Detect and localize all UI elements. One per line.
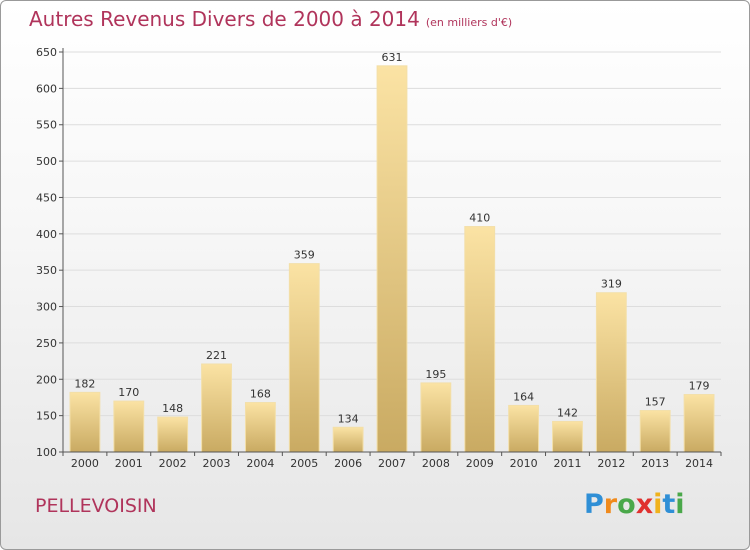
logo-letter: r [603, 489, 618, 520]
logo-letter: x [635, 489, 654, 520]
x-tick-label: 2000 [71, 457, 99, 470]
y-tick-label: 150 [36, 410, 57, 423]
bar [508, 404, 540, 453]
y-tick-label: 350 [36, 264, 57, 277]
bar [420, 382, 452, 453]
y-tick-label: 500 [36, 155, 57, 168]
x-tick-label: 2012 [597, 457, 625, 470]
data-label: 221 [206, 349, 227, 362]
x-tick-label: 2014 [685, 457, 713, 470]
data-label: 164 [513, 390, 534, 403]
data-label: 359 [294, 249, 315, 262]
x-tick-label: 2007 [378, 457, 406, 470]
chart-title-unit: (en milliers d'€) [425, 16, 513, 29]
logo-letter: P [584, 489, 604, 520]
x-axis-ticks: 2000 2001 2002 2003 2004 2005 2006 2007 2008 2009… [62, 452, 722, 470]
data-label: 142 [557, 406, 578, 419]
data-label: 170 [118, 386, 139, 399]
commune-name: PELLEVOISIN [35, 495, 157, 517]
axes [62, 48, 721, 453]
bar [376, 65, 408, 453]
bar [595, 292, 627, 453]
data-label: 319 [601, 278, 622, 291]
bar [244, 402, 276, 453]
data-label: 182 [74, 377, 95, 390]
logo-letter: i [675, 489, 685, 520]
y-axis-ticks: 100 150 200 250 300 350 400 450 500 550 600 650 [36, 46, 63, 459]
bars [69, 65, 715, 453]
data-label: 195 [425, 368, 446, 381]
data-label: 148 [162, 402, 183, 415]
bar [464, 226, 496, 453]
data-label: 134 [338, 412, 359, 425]
y-tick-label: 250 [36, 337, 57, 350]
bar [157, 416, 189, 453]
y-tick-label: 450 [36, 191, 57, 204]
data-label: 157 [645, 396, 666, 409]
data-labels: 182 170 148 221 168 359 134 631 195 410 164 142 319 1… [74, 51, 709, 425]
y-tick-label: 300 [36, 301, 57, 314]
logo-letter: i [653, 489, 663, 520]
x-tick-label: 2009 [466, 457, 494, 470]
x-tick-label: 2006 [334, 457, 362, 470]
logo-letter: t [662, 489, 676, 520]
x-tick-label: 2003 [203, 457, 231, 470]
bar [332, 426, 364, 453]
y-tick-label: 600 [36, 82, 57, 95]
y-tick-label: 550 [36, 119, 57, 132]
data-label: 168 [250, 388, 271, 401]
x-tick-label: 2004 [246, 457, 274, 470]
x-tick-label: 2013 [641, 457, 669, 470]
chart-title: Autres Revenus Divers de 2000 à 2014 [29, 7, 420, 31]
chart-title-block: Autres Revenus Divers de 2000 à 2014 (en … [29, 7, 512, 31]
x-tick-label: 2008 [422, 457, 450, 470]
logo-letter: o [617, 489, 636, 520]
bar [639, 410, 671, 453]
bar [113, 400, 145, 453]
y-tick-label: 100 [36, 446, 57, 459]
data-label: 631 [382, 51, 403, 64]
data-label: 410 [469, 212, 490, 225]
y-tick-label: 400 [36, 228, 57, 241]
x-tick-label: 2002 [159, 457, 187, 470]
bar [69, 391, 101, 453]
y-tick-label: 650 [36, 46, 57, 59]
x-tick-label: 2010 [510, 457, 538, 470]
x-tick-label: 2011 [553, 457, 581, 470]
x-tick-label: 2005 [290, 457, 318, 470]
bar [683, 394, 715, 453]
data-label: 179 [689, 380, 710, 393]
x-tick-label: 2001 [115, 457, 143, 470]
y-tick-label: 200 [36, 373, 57, 386]
bar [288, 263, 320, 453]
bar [552, 420, 583, 453]
proxiti-logo: Proxiti [584, 489, 685, 520]
bar [201, 363, 232, 453]
